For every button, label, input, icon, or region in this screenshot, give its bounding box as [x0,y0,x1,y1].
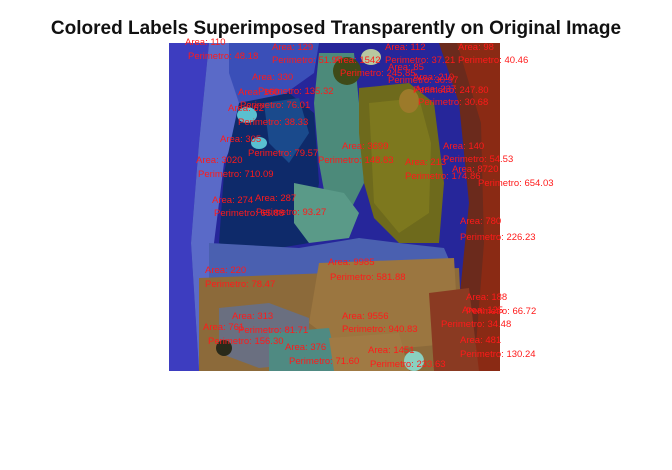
region-8-perimeter: Perimetro: 247.80 [413,85,489,96]
region-25-area: Area: 9556 [342,311,389,322]
region-26-perimeter: Perimetro: 34.48 [441,319,512,330]
region-1-perimeter: Perimetro: 48.18 [188,51,259,62]
region-12-perimeter: Perimetro: 79.57 [248,148,319,159]
region-27-area: Area: 761 [203,322,245,333]
region-20-area: Area: 780 [460,216,502,227]
region-14-perimeter: Perimetro: 148.83 [318,155,394,166]
region-21-area: Area: 9985 [328,257,375,268]
region-13-perimeter: Perimetro: 710.09 [198,169,274,180]
region-16-area: Area: 8720 [452,164,499,175]
region-3-perimeter: Perimetro: 245.85 [340,68,416,79]
region-26-area: Area: 125 [462,305,504,316]
region-21-perimeter: Perimetro: 581.88 [330,272,406,283]
region-5-perimeter: Perimetro: 40.46 [458,55,529,66]
segmented-ct-image [169,43,500,371]
region-22-area: Area: 220 [205,265,247,276]
region-9-area: Area: 237 [415,84,457,95]
region-29-area: Area: 376 [285,342,327,353]
region-10-perimeter: Perimetro: 76.01 [240,100,311,111]
region-23-area: Area: 188 [466,292,508,303]
region-7-perimeter: Perimetro: 135.32 [258,86,334,97]
region-14-area: Area: 3699 [342,141,389,152]
region-8-area: Area: 210 [413,72,455,83]
region-10-area: Area: 160 [238,87,280,98]
figure-title: Colored Labels Superimposed Transparentl… [50,18,622,39]
region-6-area: Area: 85 [388,62,424,73]
region-25-perimeter: Perimetro: 940.83 [342,324,418,335]
region-17-perimeter: Perimetro: 174.86 [405,171,481,182]
region-2-perimeter: Perimetro: 51.97 [272,55,343,66]
region-1-area: Area: 110 [185,37,226,48]
region-13-area: Area: 3020 [196,155,243,166]
region-5-area: Area: 98 [458,42,494,53]
region-20-perimeter: Perimetro: 226.23 [460,232,536,243]
region-19-perimeter: Perimetro: 65.88 [214,208,285,219]
region-28-perimeter: Perimetro: 130.24 [460,349,536,360]
region-3-area: Area: 1542 [334,55,381,66]
region-17-area: Area: 213 [405,157,447,168]
region-19-area: Area: 287 [255,193,297,204]
region-28-area: Area: 481 [460,335,502,346]
region-11-perimeter: Perimetro: 38.33 [238,117,309,128]
region-7-area: Area: 330 [252,72,294,83]
region-22-perimeter: Perimetro: 78.47 [205,279,276,290]
region-4-perimeter: Perimetro: 37.21 [385,55,456,66]
region-11-area: Area: 62 [228,103,264,114]
region-9-perimeter: Perimetro: 30.68 [418,97,489,108]
region-2-area: Area: 129 [272,42,314,53]
region-15-perimeter: Perimetro: 54.53 [443,154,514,165]
region-18-area: Area: 274 [212,195,254,206]
region-24-area: Area: 313 [232,311,274,322]
region-15-area: Area: 140 [443,141,485,152]
region-30-perimeter: Perimetro: 233.63 [370,359,446,370]
region-6-perimeter: Perimetro: 30.97 [388,75,459,86]
region-12-area: Area: 305 [220,134,262,145]
region-29-perimeter: Perimetro: 71.60 [289,356,360,367]
region-23-perimeter: Perimetro: 66.72 [466,306,537,317]
region-16-perimeter: Perimetro: 654.03 [478,178,554,189]
region-24-perimeter: Perimetro: 81.71 [238,325,309,336]
region-30-area: Area: 1451 [368,345,415,356]
region-27-perimeter: Perimetro: 156.30 [208,336,284,347]
region-18-perimeter: Perimetro: 93.27 [256,207,327,218]
colored-label-overlay [169,43,500,371]
region-4-area: Area: 112 [385,42,426,53]
